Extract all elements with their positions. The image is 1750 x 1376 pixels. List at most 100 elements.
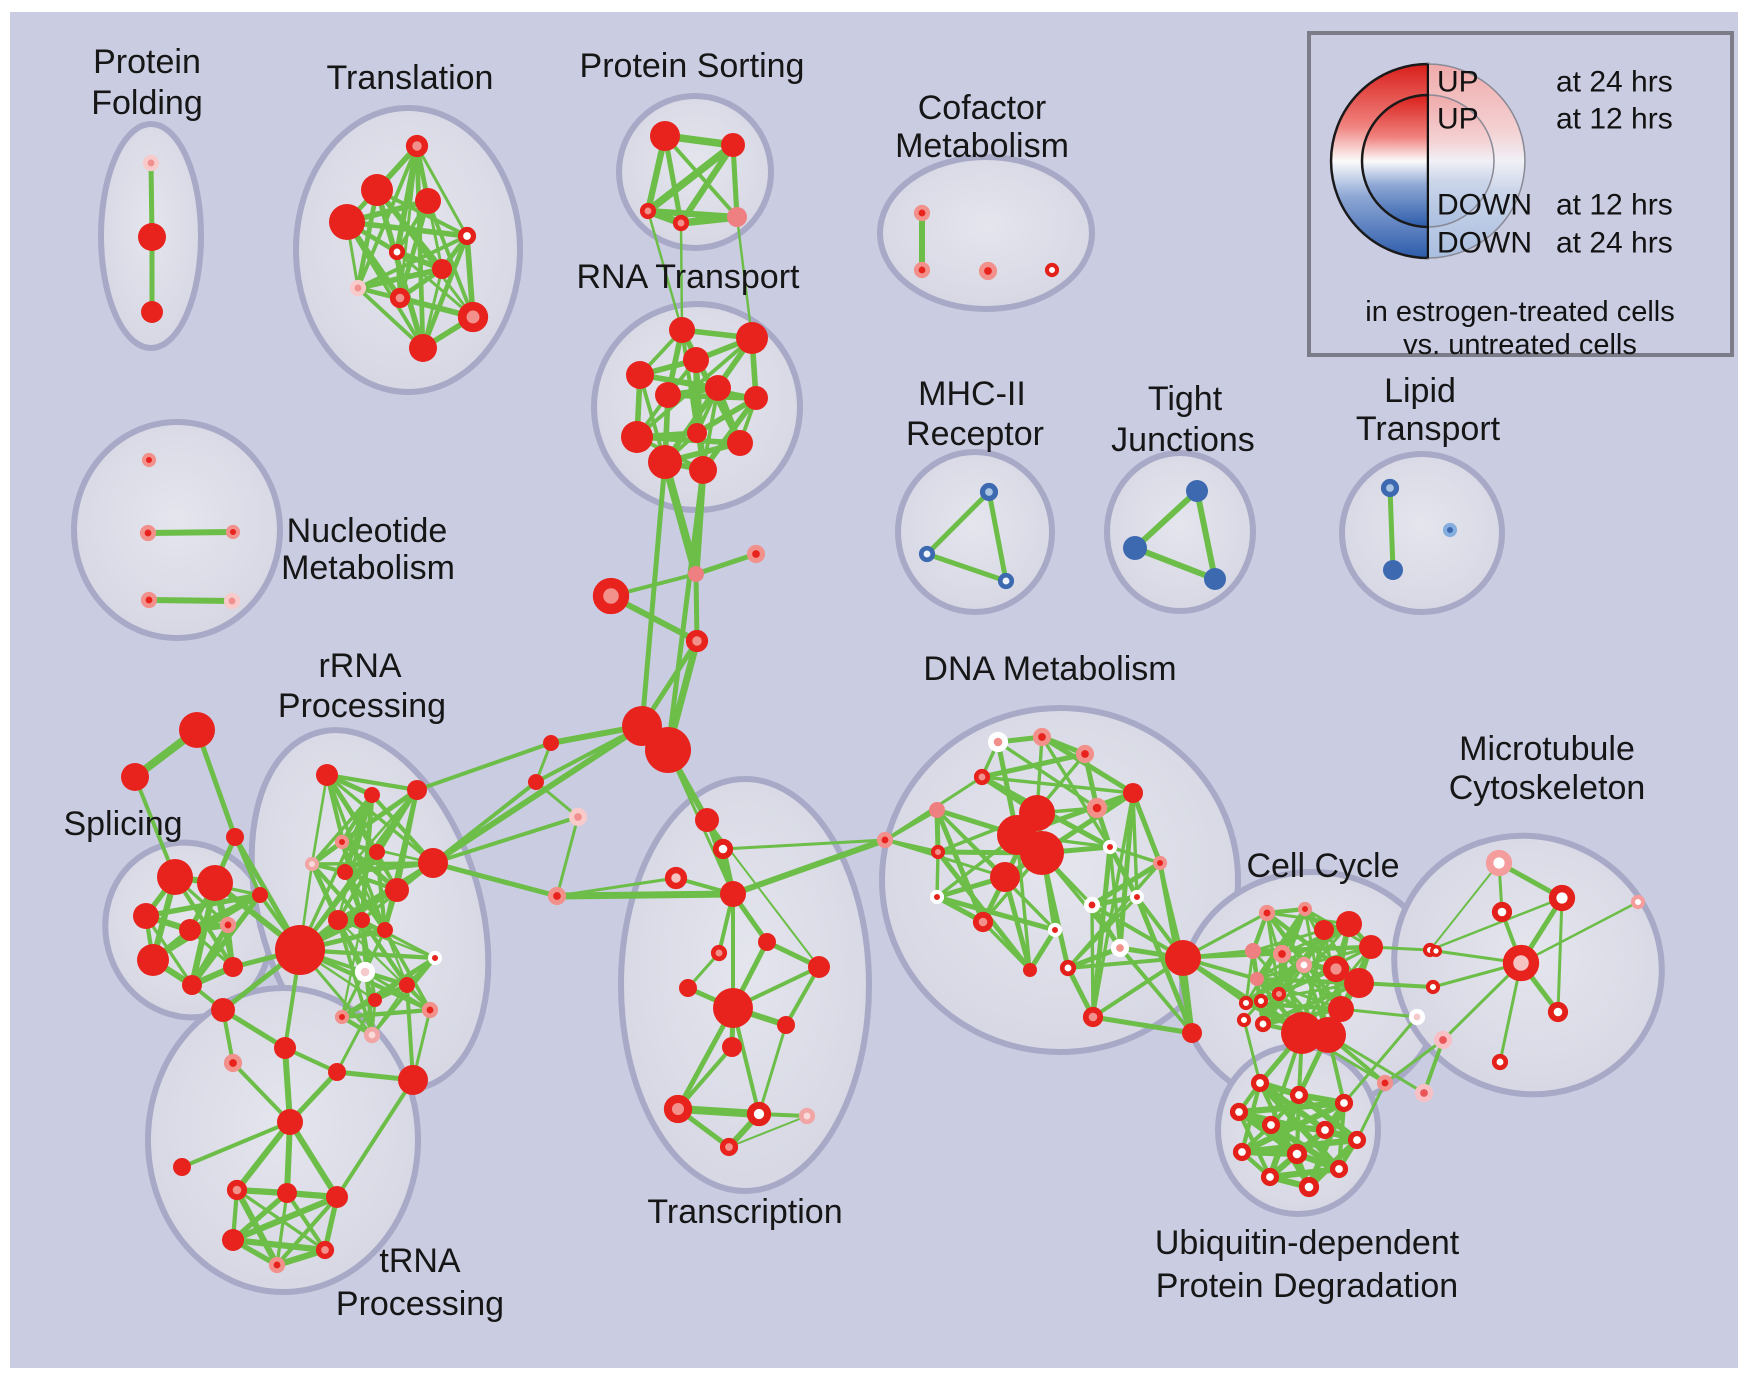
node-tr3[interactable] [415,188,441,214]
node-dm12[interactable] [1020,831,1064,875]
node-tx12[interactable] [777,1016,795,1034]
node-mt2[interactable] [1425,979,1441,995]
node-sp12[interactable] [252,887,268,903]
node-rr13[interactable] [275,925,325,975]
node-rr19[interactable] [334,1009,350,1025]
node-rt7[interactable] [744,386,768,410]
node-mh2[interactable] [918,545,936,563]
node-cc12[interactable] [1271,986,1287,1002]
node-cc2[interactable] [1297,901,1313,917]
node-tn6[interactable] [277,1109,303,1135]
node-dm18[interactable] [972,911,994,933]
node-tn9[interactable] [277,1183,297,1203]
node-dm6[interactable] [1123,783,1143,803]
node-tx1[interactable] [695,808,719,832]
node-tn2[interactable] [223,1053,243,1073]
node-rr12[interactable] [377,922,393,938]
node-tr10[interactable] [457,301,489,333]
node-hb2[interactable] [746,544,766,564]
node-tr5[interactable] [457,226,477,246]
node-rr11[interactable] [354,912,370,928]
node-lp1[interactable] [1380,478,1400,498]
node-tr4[interactable] [329,204,365,240]
node-tx14[interactable] [663,1094,693,1124]
node-mt10[interactable] [1429,944,1443,958]
node-cf4[interactable] [1044,262,1060,278]
node-tx11[interactable] [713,988,753,1028]
node-hb1[interactable] [688,566,704,582]
node-tx16[interactable] [798,1107,816,1125]
node-tx9[interactable] [808,956,830,978]
node-hb3[interactable] [592,577,630,615]
node-cc15[interactable] [1254,1015,1272,1033]
node-ub9[interactable] [1347,1130,1367,1150]
node-sp3[interactable] [226,828,244,846]
node-dm26[interactable] [1182,1023,1202,1043]
node-tn4[interactable] [328,1063,346,1081]
node-ub8[interactable] [1315,1120,1335,1140]
node-tx3[interactable] [664,866,688,890]
node-ub6[interactable] [1229,1102,1249,1122]
node-rt10[interactable] [727,430,753,456]
node-rr4[interactable] [334,834,350,850]
node-rt5[interactable] [705,375,731,401]
node-tn13[interactable] [268,1256,286,1274]
node-pf1[interactable] [142,154,160,172]
node-ps5[interactable] [727,207,747,227]
node-tj3[interactable] [1204,568,1226,590]
node-tx13[interactable] [722,1037,742,1057]
node-sp5[interactable] [197,865,233,901]
node-cc5[interactable] [1359,935,1383,959]
node-rt4[interactable] [626,361,654,389]
node-nm3[interactable] [225,524,241,540]
node-rr18[interactable] [421,1001,439,1019]
node-sp7[interactable] [179,919,201,941]
node-hb8[interactable] [528,774,544,790]
node-ub11[interactable] [1286,1143,1308,1165]
node-tn3[interactable] [274,1037,296,1059]
node-ub10[interactable] [1232,1142,1252,1162]
node-rt12[interactable] [689,456,717,484]
node-rt9[interactable] [621,421,653,453]
node-cc7[interactable] [1272,944,1292,964]
node-sp4[interactable] [157,859,193,895]
node-tr1[interactable] [405,134,429,158]
node-tn12[interactable] [315,1240,335,1260]
node-dm17[interactable] [929,889,945,905]
node-dm19[interactable] [1083,896,1101,914]
node-ps4[interactable] [672,214,690,232]
node-ub7[interactable] [1261,1115,1281,1135]
node-rr6[interactable] [369,844,385,860]
node-dm21[interactable] [1110,938,1130,958]
node-tr9[interactable] [389,287,411,309]
node-sp2[interactable] [121,763,149,791]
node-cf1[interactable] [913,204,931,222]
node-dm25[interactable] [1082,1006,1104,1028]
node-mt8[interactable] [1548,884,1576,912]
node-mt9[interactable] [1491,901,1513,923]
node-mt7[interactable] [1485,849,1513,877]
node-tr6[interactable] [388,243,406,261]
node-nm5[interactable] [223,592,241,610]
node-mt3[interactable] [1408,1008,1426,1026]
node-cc3[interactable] [1314,920,1334,940]
node-tx15[interactable] [746,1101,772,1127]
node-tx8[interactable] [758,933,776,951]
node-tx7[interactable] [710,944,728,962]
node-rt3[interactable] [683,347,709,373]
node-cc14[interactable] [1328,996,1354,1022]
node-cc6[interactable] [1245,943,1261,959]
node-rt1[interactable] [669,317,695,343]
node-pf2[interactable] [138,223,166,251]
node-dm9[interactable] [930,844,946,860]
node-rr10[interactable] [328,910,348,930]
node-rr15[interactable] [354,961,376,983]
node-mt15[interactable] [1630,894,1646,910]
node-hb7[interactable] [543,735,559,751]
node-rr16[interactable] [399,977,415,993]
node-tr7[interactable] [432,259,452,279]
node-nm2[interactable] [139,524,157,542]
node-tn1[interactable] [211,998,235,1022]
node-tj1[interactable] [1186,480,1208,502]
node-cc11[interactable] [1250,972,1264,986]
